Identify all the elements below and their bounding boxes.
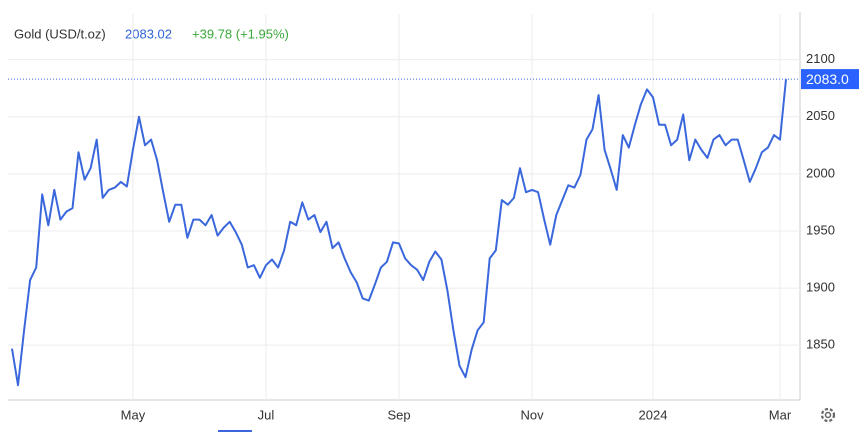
settings-icon[interactable] <box>820 407 836 423</box>
x-tick-label: 2024 <box>639 407 668 422</box>
change: +39.78 (+1.95%) <box>192 26 289 41</box>
y-tick-label: 2100 <box>806 51 835 66</box>
x-tick-label: May <box>121 407 146 422</box>
scroll-indicator[interactable] <box>218 430 252 432</box>
y-tick-label: 2050 <box>806 108 835 123</box>
y-tick-label: 1900 <box>806 280 835 295</box>
x-tick-label: Mar <box>769 407 792 422</box>
price-line <box>11 79 787 387</box>
x-tick-label: Jul <box>258 407 275 422</box>
x-tick-label: Sep <box>387 407 410 422</box>
instrument-name: Gold (USD/t.oz) <box>14 26 106 41</box>
last-price-box <box>801 69 859 90</box>
x-tick-label: Nov <box>521 407 545 422</box>
y-tick-label: 1950 <box>806 222 835 237</box>
y-tick-label: 2000 <box>806 165 835 180</box>
y-tick-label: 1850 <box>806 337 835 352</box>
last-price-label: 2083.0 <box>806 71 849 87</box>
price: 2083.02 <box>125 26 172 41</box>
